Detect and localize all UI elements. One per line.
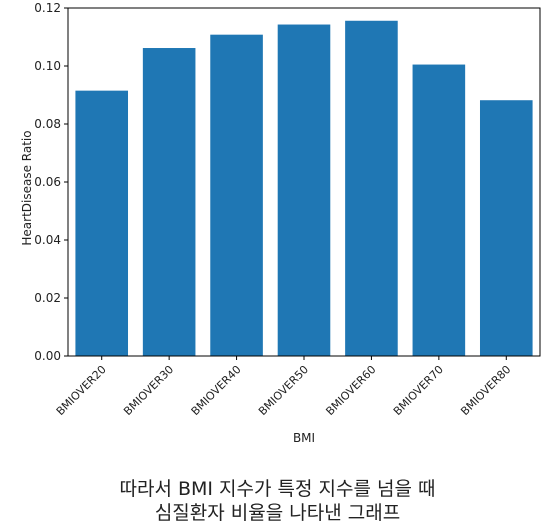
y-tick-label: 0.02 bbox=[34, 291, 61, 305]
x-tick-label: BMIOVER50 bbox=[256, 363, 311, 418]
x-axis: BMIOVER20 BMIOVER30 BMIOVER40 BMIOVER50 BMIO… bbox=[54, 356, 513, 418]
x-axis-label: BMI bbox=[293, 431, 315, 445]
bar-bmiover70 bbox=[412, 64, 466, 357]
x-tick-label: BMIOVER30 bbox=[121, 363, 176, 418]
bar-bmiover40 bbox=[210, 34, 263, 357]
x-tick-label: BMIOVER80 bbox=[458, 363, 513, 418]
bar-bmiover60 bbox=[345, 20, 398, 356]
bar-bmiover80 bbox=[479, 100, 533, 356]
y-tick-label: 0.06 bbox=[34, 175, 61, 189]
y-tick-label: 0.10 bbox=[34, 59, 61, 73]
y-axis: 0.00 0.02 0.04 0.06 0.08 0.10 0.12 bbox=[34, 1, 68, 363]
y-tick-label: 0.12 bbox=[34, 1, 61, 15]
x-tick-label: BMIOVER40 bbox=[189, 363, 244, 418]
x-tick-label: BMIOVER70 bbox=[391, 363, 446, 418]
bars bbox=[75, 20, 533, 357]
bar-bmiover20 bbox=[75, 90, 129, 357]
caption-line-2: 심질환자 비율을 나타낸 그래프 bbox=[154, 502, 401, 524]
x-tick-label: BMIOVER60 bbox=[323, 363, 378, 418]
bar-bmiover50 bbox=[277, 24, 331, 357]
caption-line-1: 따라서 BMI 지수가 특정 지수를 넘을 때 bbox=[119, 478, 436, 500]
y-axis-label: HeartDisease Ratio bbox=[20, 130, 34, 245]
bar-bmiover30 bbox=[142, 48, 196, 357]
y-tick-label: 0.08 bbox=[34, 117, 61, 131]
y-tick-label: 0.00 bbox=[34, 349, 61, 363]
x-tick-label: BMIOVER20 bbox=[54, 363, 109, 418]
bar-chart: 0.000.020.040.060.080.100.12 BMIOVER20 BM… bbox=[20, 1, 541, 445]
y-tick-label: 0.04 bbox=[34, 233, 61, 247]
